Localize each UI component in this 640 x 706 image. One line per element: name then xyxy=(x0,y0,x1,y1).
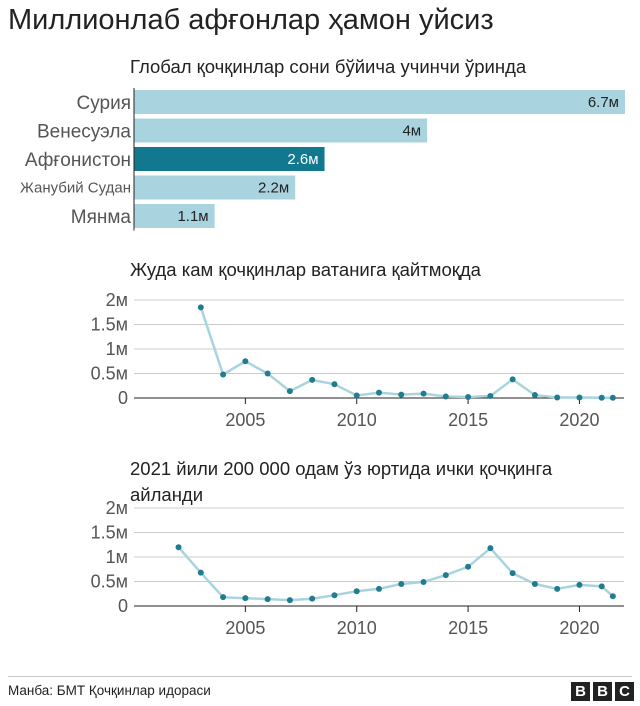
data-point xyxy=(442,572,449,579)
data-point xyxy=(353,588,360,595)
bar xyxy=(134,90,625,114)
data-point xyxy=(554,394,561,401)
data-point xyxy=(420,578,427,585)
data-point xyxy=(220,594,227,601)
data-point xyxy=(376,389,382,396)
data-point xyxy=(598,394,605,401)
series-line xyxy=(177,546,614,602)
bar-value-label: 4м xyxy=(402,123,421,140)
bar xyxy=(134,175,296,200)
data-point xyxy=(376,585,382,592)
bar-value-label: 6.7м xyxy=(588,94,619,111)
x-tick-label: 2010 xyxy=(337,410,377,430)
data-point xyxy=(286,388,293,395)
bar-chart-subtitle: Глобал қочқинлар сони бўйича учинчи ўрин… xyxy=(130,56,527,77)
bar xyxy=(134,204,215,228)
displaced-line-chart: 0 0.5м 1м 1.5м 2м 2005 2010 2015 2020 xyxy=(91,498,624,638)
data-point xyxy=(487,393,494,400)
x-tick-label: 2020 xyxy=(559,618,599,638)
y-tick-label: 1м xyxy=(106,547,128,567)
data-point xyxy=(309,595,316,602)
data-point xyxy=(531,580,538,587)
data-point xyxy=(598,583,605,590)
x-tick-label: 2005 xyxy=(225,410,265,430)
source-note: Манба: БМТ Қочқинлар идораси xyxy=(8,683,211,698)
bbc-logo: B B C xyxy=(571,682,634,701)
data-point xyxy=(609,394,616,401)
data-point xyxy=(465,563,472,570)
y-tick-label: 0 xyxy=(118,388,128,408)
data-point xyxy=(331,592,338,599)
data-point xyxy=(420,390,427,397)
bar-category-label: Афғонистон xyxy=(25,150,131,171)
data-point xyxy=(509,376,516,383)
data-point xyxy=(531,392,538,399)
data-point xyxy=(197,304,204,311)
x-tick-label: 2005 xyxy=(225,618,265,638)
x-tick-label: 2010 xyxy=(337,618,377,638)
y-tick-label: 2м xyxy=(106,290,128,310)
chart-title: Миллионлаб афғонлар ҳамон уйсиз xyxy=(8,4,494,36)
y-tick-label: 0.5м xyxy=(91,364,128,384)
data-point xyxy=(220,371,227,378)
bar-category-label: Мянма xyxy=(71,207,132,228)
bbc-logo-letter: B xyxy=(593,682,612,701)
data-point xyxy=(398,580,405,587)
data-point xyxy=(331,381,338,388)
data-point xyxy=(576,581,583,588)
y-tick-label: 1.5м xyxy=(91,315,128,335)
data-point xyxy=(197,569,204,576)
bar-value-label: 2.2м xyxy=(258,180,289,197)
data-point xyxy=(353,392,360,399)
data-point xyxy=(576,394,583,401)
bar-category-label: Сурия xyxy=(77,93,131,114)
y-tick-label: 1.5м xyxy=(91,523,128,543)
returns-line-chart: 0 0.5м 1м 1.5м 2м 2005 2010 2015 2020 xyxy=(91,290,624,430)
y-tick-label: 0.5м xyxy=(91,572,128,592)
data-point xyxy=(264,370,271,377)
x-tick-label: 2015 xyxy=(448,618,488,638)
data-point xyxy=(465,394,472,401)
y-tick-label: 1м xyxy=(106,339,128,359)
bar-value-label: 1.1м xyxy=(177,208,208,225)
data-point xyxy=(264,596,271,603)
data-point xyxy=(609,593,616,600)
data-point xyxy=(286,597,293,604)
data-point xyxy=(509,570,516,577)
bar xyxy=(134,118,428,143)
bar-value-label: 2.6м xyxy=(287,151,318,168)
data-point xyxy=(554,585,561,592)
y-tick-label: 0 xyxy=(118,596,128,616)
x-tick-label: 2020 xyxy=(559,410,599,430)
data-point xyxy=(487,545,494,552)
bar xyxy=(134,147,325,171)
y-tick-label: 2м xyxy=(106,498,128,518)
data-point xyxy=(242,358,249,365)
bar-category-label: Венесуэла xyxy=(37,122,131,143)
x-tick-label: 2015 xyxy=(448,410,488,430)
displaced-chart-title: 2021 йили 200 000 одам ўз юртида ички қо… xyxy=(130,458,553,505)
bbc-logo-letter: B xyxy=(571,682,590,701)
data-point xyxy=(309,376,316,383)
data-point xyxy=(398,391,405,398)
data-point xyxy=(175,544,182,551)
data-point xyxy=(242,595,249,602)
bar-category-label: Жанубий Судан xyxy=(20,180,131,197)
bbc-logo-letter: C xyxy=(615,682,634,701)
refugee-bar-chart: Сурия 6.7м Венесуэла 4м Афғонистон 2.6м Жануби… xyxy=(20,88,625,231)
data-point xyxy=(442,393,449,400)
returns-chart-title: Жуда кам қочқинлар ватанига қайтмоқда xyxy=(130,259,481,280)
series-line xyxy=(199,306,613,400)
footer-divider xyxy=(8,676,632,677)
